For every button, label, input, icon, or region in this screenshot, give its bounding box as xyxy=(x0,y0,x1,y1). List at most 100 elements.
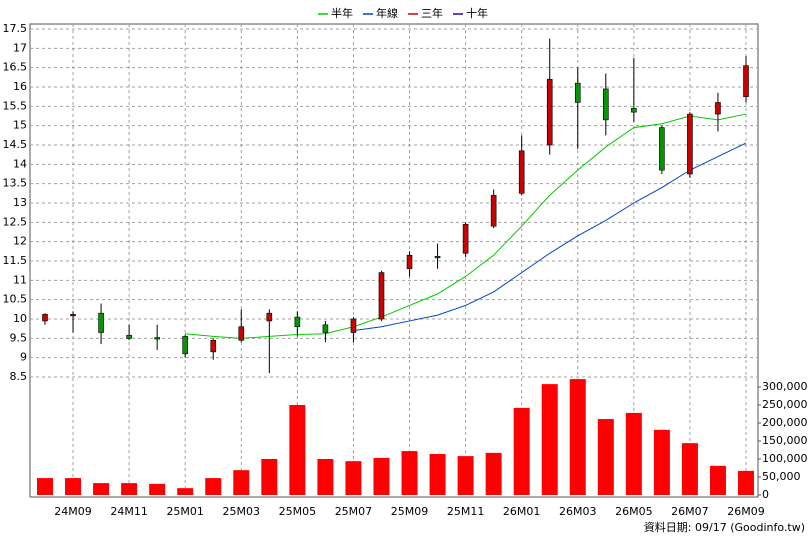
x-tick-label: 25M05 xyxy=(279,505,317,518)
x-tick-label: 24M11 xyxy=(110,505,148,518)
candle-body xyxy=(687,113,693,175)
y2-tick-label: 150,000 xyxy=(762,434,808,447)
y2-tick-label: 250,000 xyxy=(762,398,808,411)
x-tick-label: 26M01 xyxy=(503,505,541,518)
ma-line xyxy=(185,113,747,339)
candle-body xyxy=(266,312,273,322)
volume-bar xyxy=(261,459,278,495)
x-tick-label: 26M07 xyxy=(671,505,709,518)
candle-body xyxy=(743,65,749,97)
x-tick-label: 25M01 xyxy=(166,505,204,518)
candle-body xyxy=(42,314,48,322)
source-note: 資料日期: 09/17 (Goodinfo.tw) xyxy=(644,520,805,534)
legend-label: 三年 xyxy=(421,6,443,20)
y2-tick-label: 200,000 xyxy=(762,416,808,429)
y-tick-label: 13 xyxy=(13,196,27,209)
volume-bar xyxy=(597,419,614,495)
candle-body xyxy=(715,102,721,115)
candle-body xyxy=(322,324,329,333)
y-tick-label: 11.5 xyxy=(3,254,28,267)
volume-bar xyxy=(681,443,698,495)
y2-tick-label: 0 xyxy=(762,488,769,501)
candle-body xyxy=(182,336,188,355)
candle-body xyxy=(238,326,245,341)
candle-body xyxy=(518,150,525,194)
candle-body xyxy=(70,314,76,317)
volume-bar xyxy=(653,429,670,495)
legend-label: 年線 xyxy=(376,6,398,20)
volume-bar xyxy=(485,452,502,495)
legend-label: 半年 xyxy=(331,6,353,20)
y-tick-label: 15 xyxy=(13,119,27,132)
y-tick-label: 11 xyxy=(13,273,27,286)
y-tick-label: 8.5 xyxy=(10,370,28,383)
y-tick-label: 12.5 xyxy=(3,215,28,228)
y-tick-label: 14.5 xyxy=(3,138,28,151)
candle-body xyxy=(434,256,441,259)
legend-label: 十年 xyxy=(466,6,488,20)
volume-bar xyxy=(121,483,138,495)
volume-bar xyxy=(149,483,166,495)
candle-body xyxy=(546,78,553,146)
candle-body xyxy=(98,312,104,333)
volume-bar xyxy=(177,488,194,495)
y2-tick-label: 50,000 xyxy=(762,470,801,483)
y-tick-label: 16.5 xyxy=(3,61,28,74)
y-tick-label: 10.5 xyxy=(3,293,28,306)
volume-bar xyxy=(569,379,586,495)
x-tick-label: 25M11 xyxy=(447,505,485,518)
candle-body xyxy=(210,339,217,353)
y-tick-label: 9 xyxy=(20,351,27,364)
y-tick-label: 9.5 xyxy=(10,331,28,344)
candle-body xyxy=(574,82,581,103)
y-tick-label: 10 xyxy=(13,312,27,325)
candle-body xyxy=(659,127,665,171)
candle-body xyxy=(631,107,637,113)
x-tick-label: 26M09 xyxy=(727,505,765,518)
x-tick-label: 26M03 xyxy=(559,505,597,518)
x-tick-label: 26M05 xyxy=(615,505,653,518)
volume-bar xyxy=(37,478,53,495)
volume-bar xyxy=(345,461,362,495)
candle-body xyxy=(602,88,609,121)
volume-bar xyxy=(738,470,754,495)
volume-bar xyxy=(625,412,642,495)
y-tick-label: 16 xyxy=(13,80,27,93)
volume-bar xyxy=(709,465,726,495)
y2-tick-label: 100,000 xyxy=(762,452,808,465)
x-tick-label: 25M07 xyxy=(335,505,373,518)
volume-bar xyxy=(289,405,306,495)
volume-bar xyxy=(429,453,446,495)
y-tick-label: 13.5 xyxy=(3,177,28,190)
candle-body xyxy=(378,272,385,320)
y-tick-label: 14 xyxy=(13,157,27,170)
volume-bar xyxy=(513,407,530,495)
y-tick-label: 15.5 xyxy=(3,99,28,112)
volume-bar xyxy=(233,470,250,495)
candle-body xyxy=(406,254,413,270)
volume-bar xyxy=(457,456,474,495)
candle-body xyxy=(462,223,469,254)
volume-bar xyxy=(317,459,334,495)
volume-bar xyxy=(401,451,418,495)
volume-bar xyxy=(205,478,222,495)
y-tick-label: 12 xyxy=(13,235,27,248)
x-tick-label: 24M09 xyxy=(54,505,92,518)
volume-bar xyxy=(541,384,558,495)
candle-body xyxy=(490,194,497,227)
y-tick-label: 17 xyxy=(13,41,27,54)
volume-bar xyxy=(93,483,110,495)
y-tick-label: 17.5 xyxy=(3,22,28,35)
candle-body xyxy=(154,337,160,340)
legend: 半年 年線 三年 十年 xyxy=(318,6,488,20)
candle-body xyxy=(294,316,301,328)
ma-line xyxy=(353,142,747,332)
candle-body xyxy=(126,334,132,339)
y2-tick-label: 300,000 xyxy=(762,380,808,393)
volume-bar xyxy=(373,457,390,495)
candle-body xyxy=(350,318,357,333)
x-tick-label: 25M03 xyxy=(223,505,261,518)
volume-bar xyxy=(65,478,82,495)
